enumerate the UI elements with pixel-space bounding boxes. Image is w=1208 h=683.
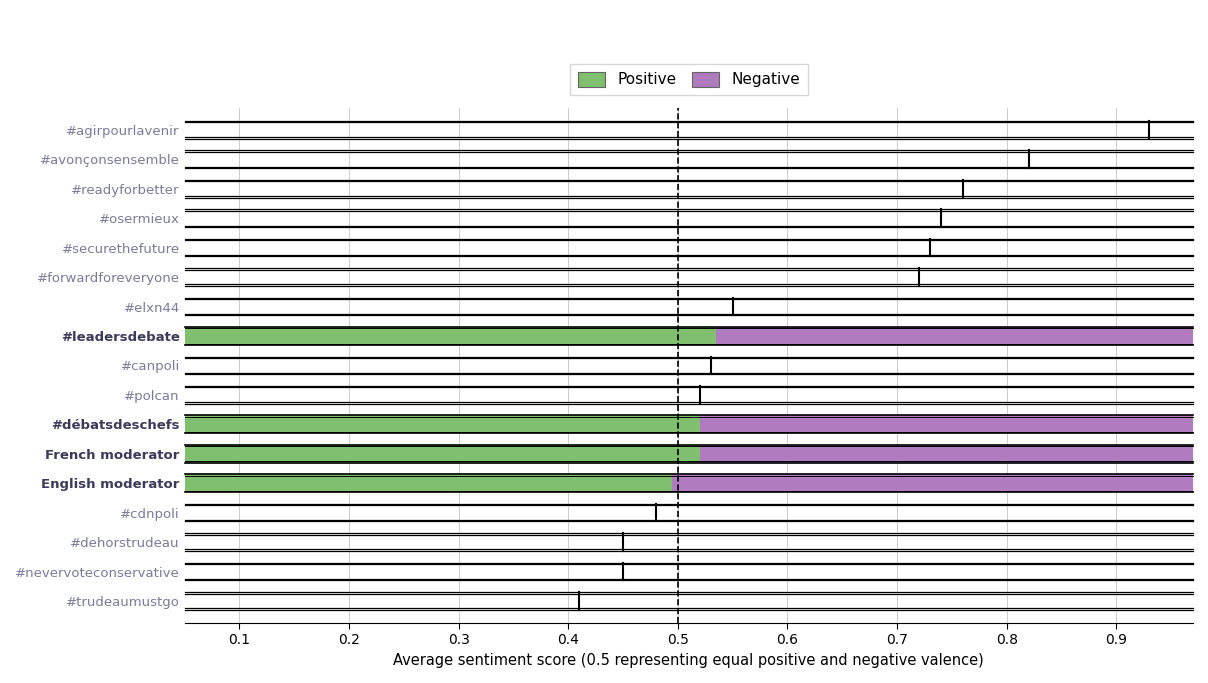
Bar (699, 445, 1194, 462)
Bar (699, 415, 1194, 433)
Bar (716, 327, 1194, 345)
X-axis label: Average sentiment score (0.5 representing equal positive and negative valence): Average sentiment score (0.5 representin… (394, 653, 985, 668)
Bar (185, 415, 699, 433)
Bar (185, 327, 716, 345)
Legend: Positive, Negative: Positive, Negative (570, 64, 808, 95)
Bar (185, 474, 673, 492)
Bar (673, 474, 1194, 492)
Bar (185, 445, 699, 462)
